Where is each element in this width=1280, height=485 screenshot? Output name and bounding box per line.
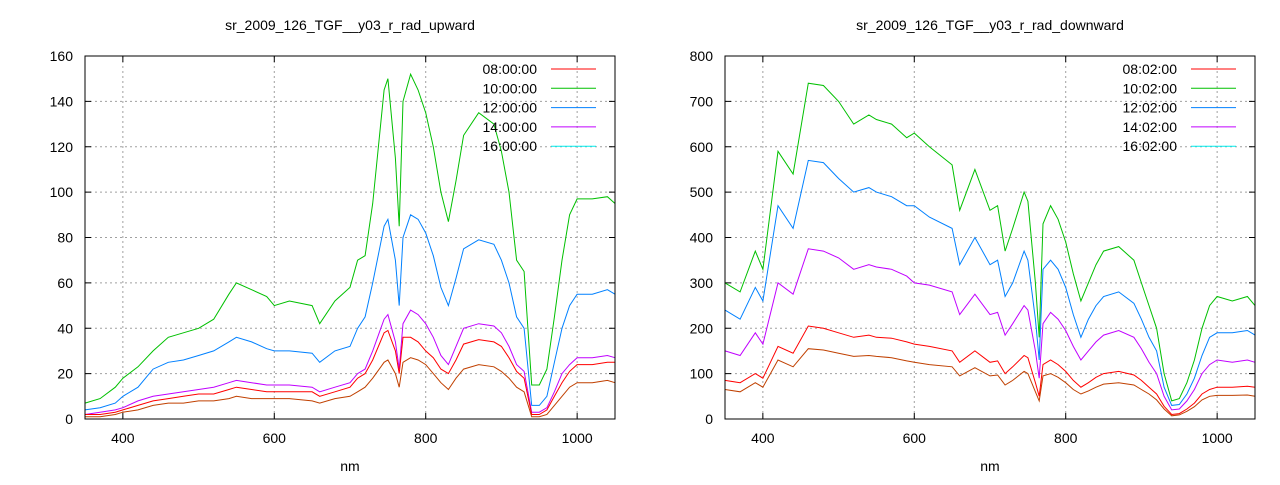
- x-tick-label: 800: [1054, 430, 1078, 446]
- plot-frame: [724, 55, 1256, 420]
- chart-title: sr_2009_126_TGF__y03_r_rad_downward: [856, 17, 1124, 33]
- y-tick-label: 700: [690, 93, 714, 109]
- y-tick-label: 200: [690, 320, 714, 336]
- legend-label: 10:00:00: [483, 80, 538, 96]
- series-line-080200: [724, 325, 1256, 416]
- x-axis-label: nm: [340, 458, 359, 474]
- y-tick-label: 100: [690, 366, 714, 382]
- x-tick-label: 600: [263, 430, 287, 446]
- legend-label: 08:02:00: [1123, 61, 1178, 77]
- x-tick-label: 1000: [562, 430, 593, 446]
- legend-label: 12:02:00: [1123, 100, 1178, 116]
- x-tick-label: 400: [111, 430, 135, 446]
- y-tick-label: 80: [57, 230, 73, 246]
- y-tick-label: 0: [705, 411, 713, 427]
- legend-label: 08:00:00: [483, 61, 538, 77]
- y-tick-label: 0: [65, 411, 73, 427]
- y-tick-label: 120: [50, 139, 74, 155]
- legend-label: 10:02:00: [1123, 80, 1178, 96]
- series-line-100200: [724, 82, 1256, 402]
- x-tick-label: 1000: [1202, 430, 1233, 446]
- y-tick-label: 300: [690, 275, 714, 291]
- plot-frame: [84, 55, 616, 420]
- legend-label: 14:02:00: [1123, 119, 1178, 135]
- series-line-080000: [85, 329, 615, 415]
- y-tick-label: 100: [50, 184, 74, 200]
- series-line-140000: [84, 309, 616, 415]
- series-line-100000: [84, 72, 616, 404]
- legend-label: 16:02:00: [1123, 138, 1178, 154]
- y-tick-label: 60: [57, 275, 73, 291]
- y-tick-label: 400: [690, 230, 714, 246]
- y-tick-label: 800: [690, 48, 714, 64]
- y-tick-label: 20: [57, 366, 73, 382]
- x-tick-label: 600: [903, 430, 927, 446]
- series-line-160200: [724, 348, 1256, 417]
- series-line-120000: [84, 214, 616, 411]
- x-axis-label: nm: [980, 458, 999, 474]
- legend-label: 16:00:00: [483, 138, 538, 154]
- y-tick-label: 500: [690, 184, 714, 200]
- legend-label: 14:00:00: [483, 119, 538, 135]
- chart-title: sr_2009_126_TGF__y03_r_rad_upward: [225, 17, 475, 33]
- legend-label: 12:00:00: [483, 100, 538, 116]
- series-line-120200: [724, 159, 1256, 406]
- x-tick-label: 800: [414, 430, 438, 446]
- y-tick-label: 160: [50, 48, 74, 64]
- series-line-140200: [724, 248, 1256, 411]
- y-tick-label: 40: [57, 320, 73, 336]
- y-tick-label: 140: [50, 93, 74, 109]
- y-tick-label: 600: [690, 139, 714, 155]
- series-line-160000: [85, 357, 616, 418]
- x-tick-label: 400: [751, 430, 775, 446]
